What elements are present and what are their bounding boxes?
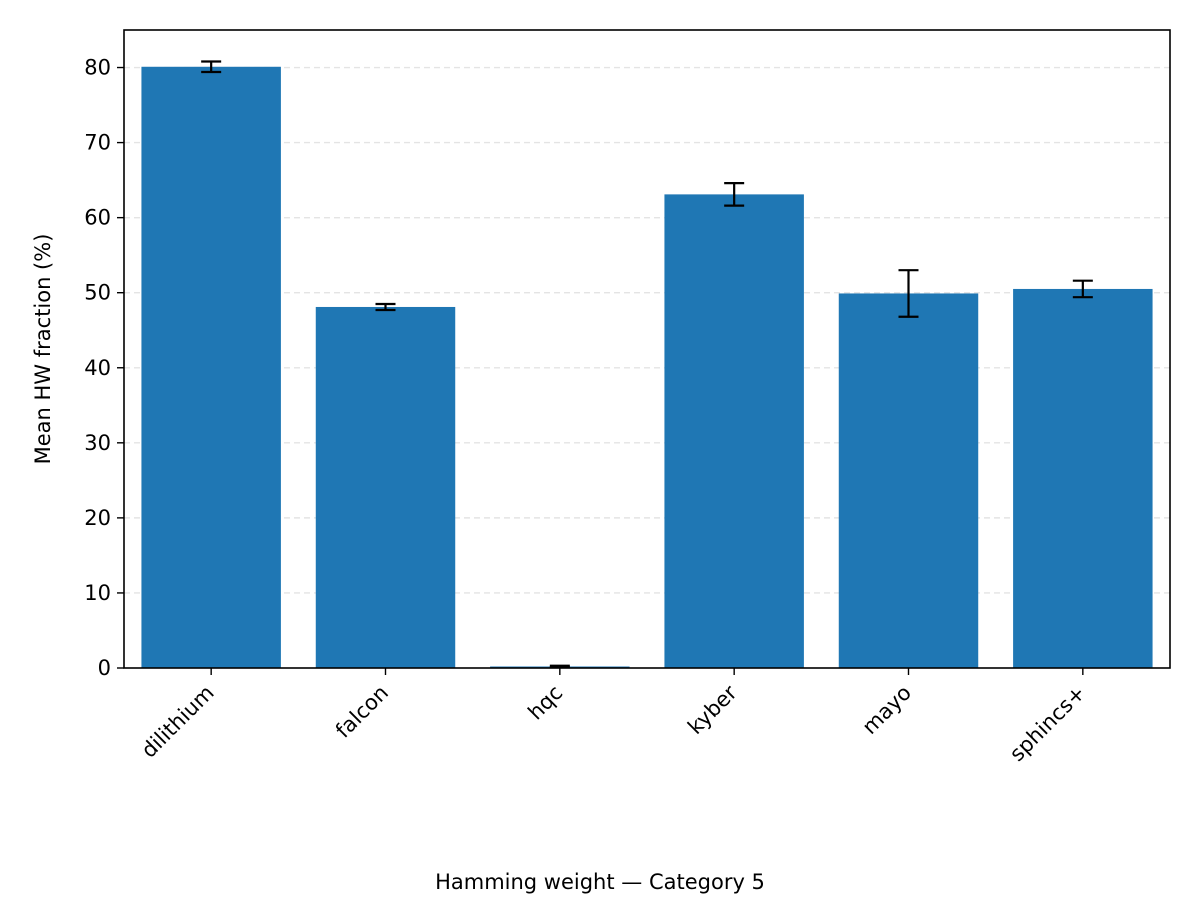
chart-caption: Hamming weight — Category 5 (435, 870, 765, 894)
y-tick-label-20: 20 (84, 506, 111, 530)
bar-sphincs (1013, 288, 1153, 668)
y-tick-label-80: 80 (84, 56, 111, 80)
y-axis-label: Mean HW fraction (%) (31, 234, 55, 465)
y-axis-ticks: 0 10 20 30 40 50 60 70 80 (84, 56, 124, 680)
plot-frame (123, 29, 1171, 669)
y-tick-label-40: 40 (84, 356, 111, 380)
y-tick-label-50: 50 (84, 281, 111, 305)
y-tick-label-10: 10 (84, 581, 111, 605)
x-tick-label-mayo: mayo (858, 681, 916, 739)
x-axis-ticks: dilithium falcon hqc kyber mayo sphincs+ (137, 668, 1090, 766)
bars (141, 66, 1153, 669)
y-tick-label-60: 60 (84, 206, 111, 230)
x-tick-label-sphincs: sphincs+ (1005, 681, 1090, 766)
y-tick-label-0: 0 (98, 656, 111, 680)
error-bars (201, 60, 1093, 669)
gridlines (124, 66, 1170, 594)
x-tick-label-falcon: falcon (331, 681, 393, 743)
bar-dilithium (141, 66, 281, 669)
x-tick-label-hqc: hqc (523, 681, 567, 725)
bar-mayo (838, 293, 979, 668)
y-tick-label-70: 70 (84, 131, 111, 155)
bar-falcon (315, 306, 456, 668)
y-tick-label-30: 30 (84, 431, 111, 455)
x-tick-label-dilithium: dilithium (137, 681, 219, 763)
x-tick-label-kyber: kyber (683, 680, 742, 739)
bar-kyber (664, 194, 804, 668)
